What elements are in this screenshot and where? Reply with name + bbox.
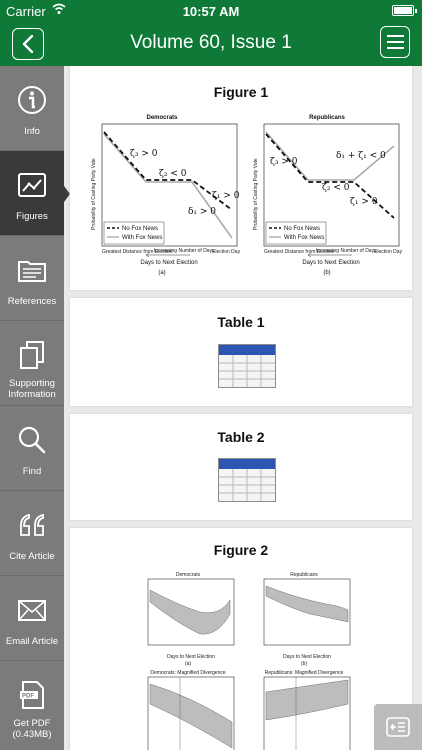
x-axis-right-label: Election Day bbox=[212, 249, 241, 255]
battery-icon bbox=[392, 5, 417, 16]
sidebar-item-cite-article[interactable]: Cite Article bbox=[0, 491, 64, 576]
y-axis-label: Probability of Casting Party Vote bbox=[253, 158, 259, 230]
sidebar-item-figures[interactable]: Figures bbox=[0, 151, 64, 236]
references-icon bbox=[18, 261, 46, 282]
table-1-card[interactable]: Table 1 bbox=[70, 298, 412, 406]
y-axis-label: Probability of Casting Party Vote bbox=[91, 158, 97, 230]
sidebar-item-label: Info bbox=[24, 126, 40, 137]
panel-title: Democrats: Magnified Divergence bbox=[150, 670, 226, 676]
x-axis-right-label: Election Day bbox=[374, 249, 403, 255]
status-bar: Carrier 10:57 AM bbox=[0, 0, 422, 22]
card-title: Table 2 bbox=[217, 429, 265, 445]
card-title: Figure 2 bbox=[213, 542, 269, 558]
annotation: δ₁ + ζ₁ < 0 bbox=[336, 151, 386, 161]
sidebar-item-label: References bbox=[7, 296, 57, 307]
annotation: ζ₂ < 0 bbox=[159, 169, 187, 179]
panel-caption: (b) bbox=[301, 661, 307, 667]
collapse-sidebar-icon bbox=[386, 717, 410, 737]
annotation: ζ₂ < 0 bbox=[322, 183, 350, 193]
panel-title: Republicans: Magnified Divergence bbox=[265, 670, 344, 676]
figure-1-panel-a: Democrats Probability of Casting Party V… bbox=[91, 115, 241, 276]
x-axis-label: Days to Next Election bbox=[302, 260, 359, 266]
carrier-label: Carrier bbox=[6, 4, 46, 19]
svg-text:PDF: PDF bbox=[22, 694, 34, 700]
annotation: ζ₁ > 0 bbox=[212, 191, 240, 201]
pdf-icon: PDF bbox=[20, 681, 44, 709]
figure-list: Figure 1 Democrats Probability of Castin… bbox=[64, 66, 422, 750]
collapse-panel-button[interactable] bbox=[374, 704, 422, 750]
panel-caption: (b) bbox=[323, 270, 330, 276]
table-icon bbox=[218, 344, 276, 388]
x-axis-label: Days to Next Election bbox=[283, 654, 331, 660]
issue-title: Volume 60, Issue 1 bbox=[130, 32, 292, 53]
sidebar-item-get-pdf[interactable]: PDF Get PDF (0.43MB) bbox=[0, 661, 64, 750]
sidebar-item-find[interactable]: Find bbox=[0, 406, 64, 491]
panel-caption: (a) bbox=[158, 270, 165, 276]
legend-entry: With Fox News bbox=[122, 235, 162, 241]
x-axis-mid-label: Increasing Number of Days bbox=[316, 248, 377, 254]
x-axis-label: Days to Next Election bbox=[167, 654, 215, 660]
legend-entry: With Fox News bbox=[284, 235, 324, 241]
annotation: δ₁ > 0 bbox=[188, 207, 216, 217]
sidebar-item-label: Cite Article bbox=[9, 551, 55, 562]
sidebar-item-email-article[interactable]: Email Article bbox=[0, 576, 64, 661]
figure-2-panel-c: Democrats: Magnified Divergence bbox=[147, 670, 235, 750]
wifi-icon bbox=[52, 3, 66, 14]
sidebar-item-label: Get PDF (0.43MB) bbox=[12, 718, 52, 740]
panel-title: Democrats bbox=[176, 572, 201, 578]
hamburger-icon bbox=[387, 35, 404, 37]
figure-1-thumbnail: Democrats Probability of Casting Party V… bbox=[91, 115, 403, 276]
figure-2-card[interactable]: Figure 2 Democrats Days to Next Election… bbox=[70, 528, 412, 750]
table-icon bbox=[218, 458, 276, 502]
panel-caption: (a) bbox=[185, 661, 191, 667]
x-axis-label: Days to Next Election bbox=[140, 260, 197, 266]
table-2-card[interactable]: Table 2 bbox=[70, 414, 412, 520]
panel-title: Republicans bbox=[290, 572, 318, 578]
figure-1-card[interactable]: Figure 1 Democrats Probability of Castin… bbox=[70, 66, 412, 290]
figure-1-panel-b: Republicans Probability of Casting Party… bbox=[253, 115, 403, 276]
clock: 10:57 AM bbox=[182, 4, 240, 19]
envelope-icon bbox=[18, 600, 46, 621]
sidebar-item-label: Supporting Information bbox=[8, 378, 56, 400]
figures-icon bbox=[18, 173, 46, 197]
search-icon bbox=[18, 426, 46, 454]
annotation: ζ₃ > 0 bbox=[130, 149, 158, 159]
annotation: ζ₁ > 0 bbox=[350, 197, 378, 207]
figure-2-panel-b: Republicans Days to Next Election (b) bbox=[263, 572, 351, 667]
annotation: ζ₃ > 0 bbox=[270, 157, 298, 167]
sidebar: Info Figures References Supporting Infor… bbox=[0, 66, 64, 750]
panel-title: Republicans bbox=[309, 115, 345, 121]
sidebar-item-references[interactable]: References bbox=[0, 236, 64, 321]
x-axis-left-label: Greatest Distance from Election bbox=[102, 249, 173, 255]
x-axis-left-label: Greatest Distance from Election bbox=[264, 249, 335, 255]
x-axis-mid-label: Increasing Number of Days bbox=[154, 248, 215, 254]
card-title: Figure 1 bbox=[213, 84, 269, 100]
figure-2-panel-d: Republicans: Magnified Divergence bbox=[263, 670, 351, 750]
sidebar-item-label: Figures bbox=[16, 211, 48, 222]
legend-entry: No Fox News bbox=[284, 226, 320, 232]
legend-entry: No Fox News bbox=[122, 226, 158, 232]
figure-2-thumbnail: Democrats Days to Next Election (a) Repu… bbox=[147, 572, 351, 750]
sidebar-item-label: Email Article bbox=[5, 636, 59, 647]
top-bar: Carrier 10:57 AM Volume 60, Issue 1 bbox=[0, 0, 422, 66]
sidebar-item-info[interactable]: Info bbox=[0, 66, 64, 151]
quote-icon bbox=[20, 513, 44, 536]
chevron-left-icon bbox=[22, 35, 34, 53]
sidebar-item-label: Find bbox=[22, 466, 42, 477]
panel-title: Democrats bbox=[146, 115, 178, 121]
info-icon bbox=[18, 86, 46, 114]
supporting-info-icon bbox=[20, 341, 44, 369]
back-button[interactable] bbox=[12, 28, 44, 60]
card-title: Table 1 bbox=[217, 314, 265, 330]
sidebar-item-supporting-information[interactable]: Supporting Information bbox=[0, 321, 64, 406]
figure-2-panel-a: Democrats Days to Next Election (a) bbox=[147, 572, 235, 667]
menu-button[interactable] bbox=[380, 26, 410, 58]
active-indicator bbox=[64, 186, 70, 202]
